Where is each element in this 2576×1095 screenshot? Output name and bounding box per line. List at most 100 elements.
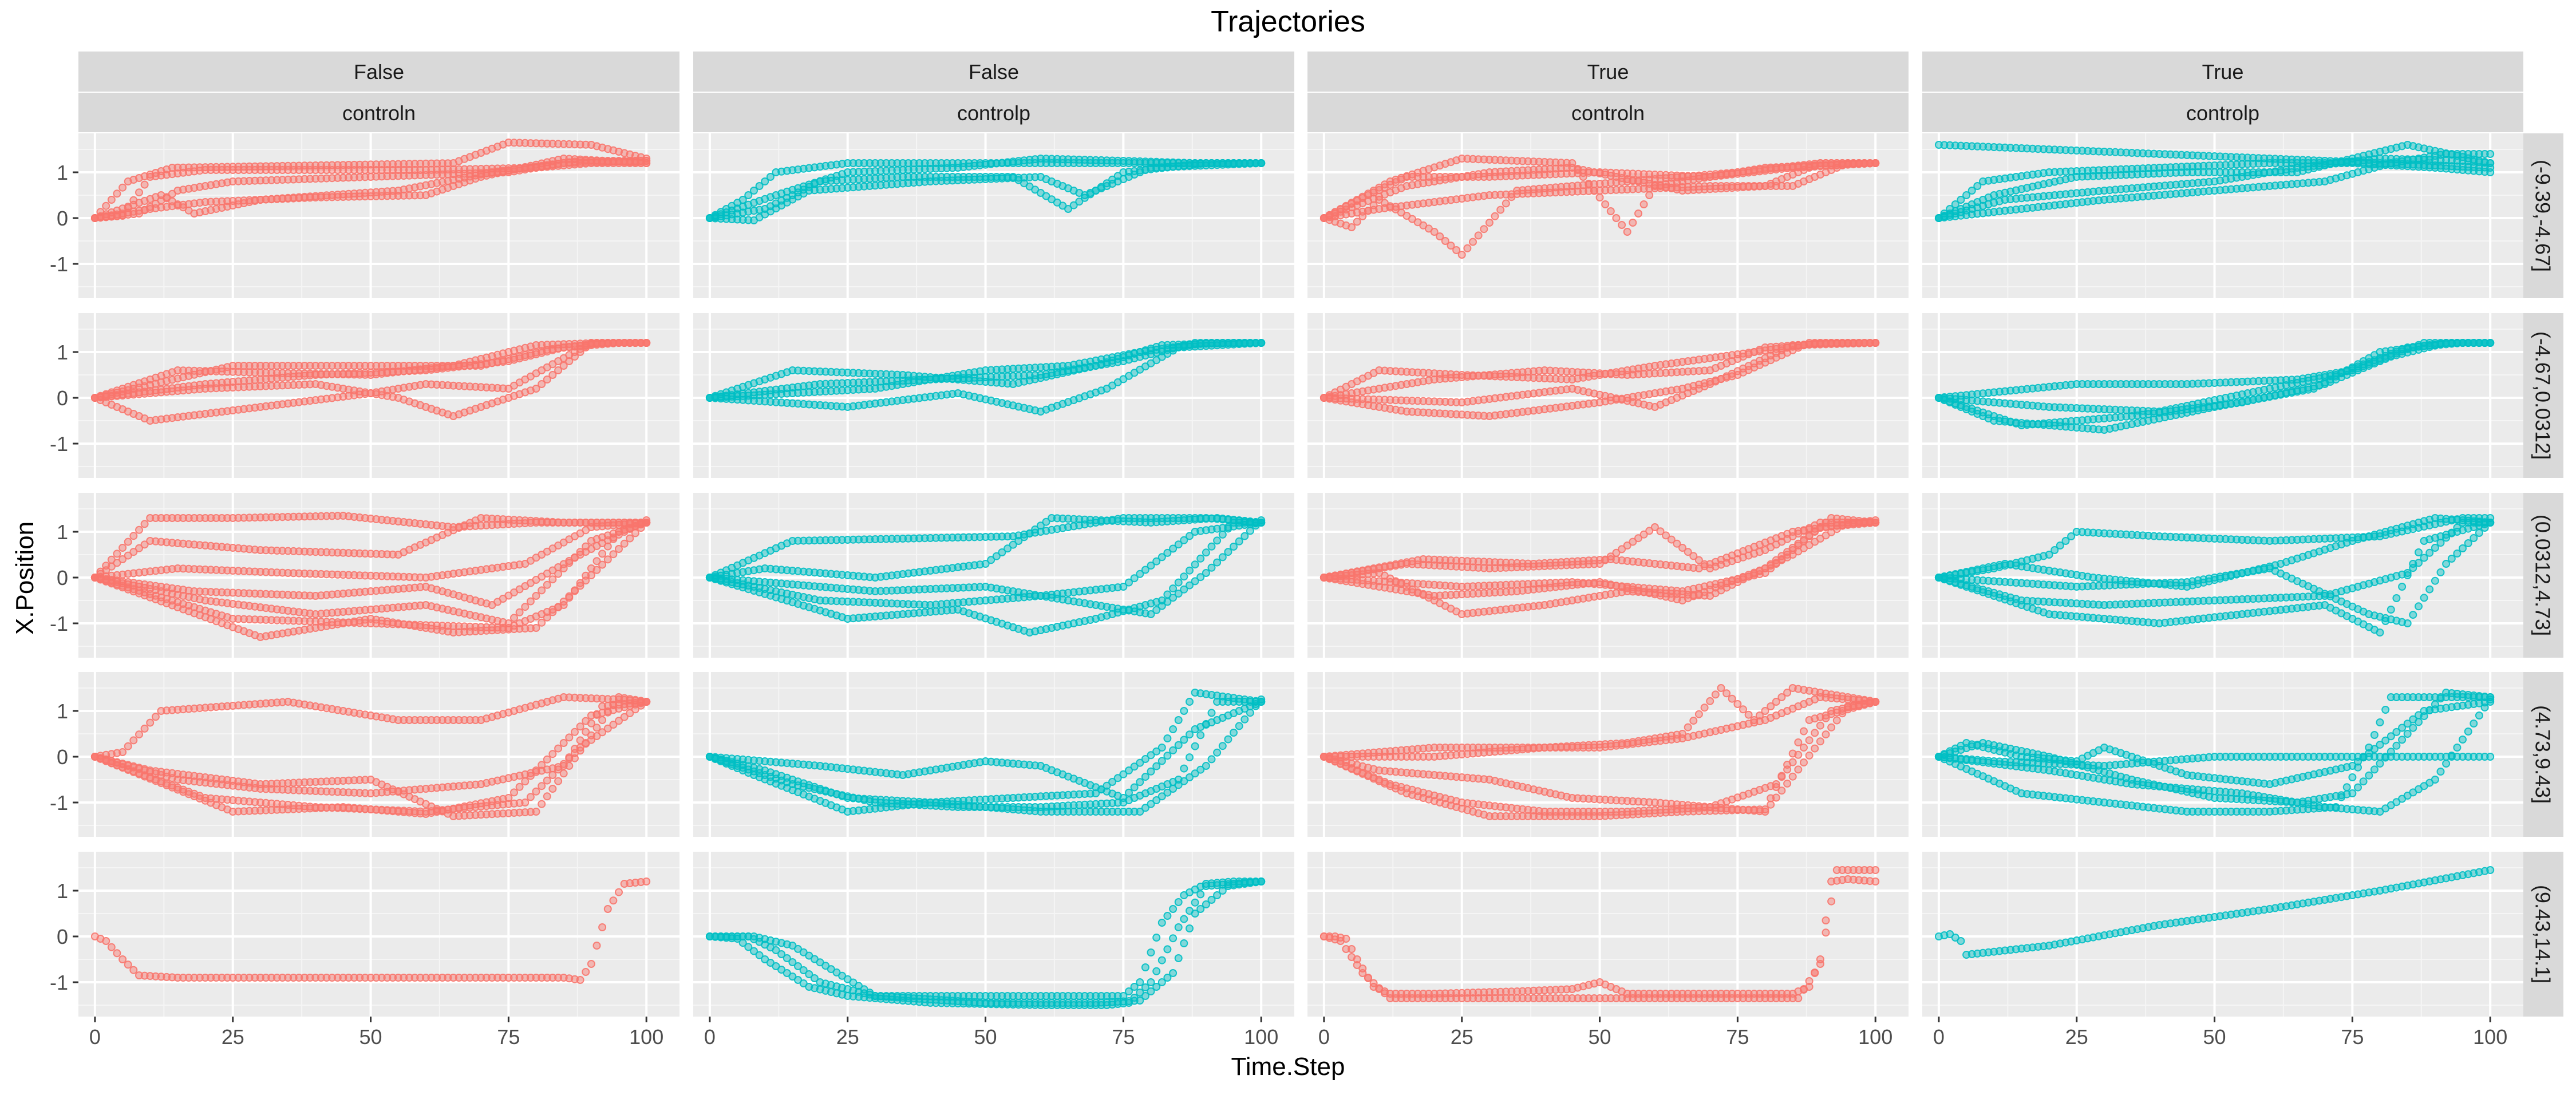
facet-panel <box>78 313 679 478</box>
facet-panel <box>78 493 679 658</box>
row-strip-label: (-9.39,-4.67] <box>2531 160 2555 272</box>
data-point <box>102 203 109 209</box>
data-point <box>533 624 540 631</box>
data-point <box>141 181 148 188</box>
data-point <box>1585 180 1592 187</box>
data-point <box>527 598 534 605</box>
chart-title: Trajectories <box>1211 5 1365 38</box>
data-point <box>1480 226 1487 232</box>
data-point <box>1613 215 1619 222</box>
facet-panel <box>1922 133 2523 298</box>
data-point <box>566 593 572 600</box>
data-point <box>621 540 628 547</box>
data-point <box>605 556 611 563</box>
data-point <box>1197 555 1204 562</box>
data-point <box>549 576 556 583</box>
facet-panel <box>1307 133 1909 298</box>
data-point <box>1180 573 1187 580</box>
data-point <box>1503 200 1510 207</box>
data-point <box>643 339 650 346</box>
y-tick-label: -1 <box>50 432 68 456</box>
facet-panel <box>693 313 1294 478</box>
data-point <box>638 524 645 531</box>
column-strip-top-label: False <box>969 60 1019 84</box>
data-point <box>610 551 617 558</box>
data-point <box>643 519 650 526</box>
data-point <box>1170 585 1176 592</box>
x-axis-label: Time.Step <box>1231 1053 1345 1081</box>
facet-grid: FalsecontrolnFalsecontrolpTruecontrolnTr… <box>50 52 2563 1049</box>
data-point <box>1580 173 1587 180</box>
data-point <box>577 582 584 589</box>
data-point <box>141 520 148 527</box>
data-point <box>1258 339 1265 346</box>
column-strip-bottom-label: controlp <box>957 101 1030 125</box>
data-point <box>1629 219 1636 226</box>
data-point <box>136 527 143 533</box>
data-point <box>113 190 120 197</box>
data-point <box>599 562 606 568</box>
y-tick-label: -1 <box>50 612 68 635</box>
row-strip-label: (0.0312,4.73] <box>2531 515 2555 636</box>
data-point <box>1646 192 1653 199</box>
data-point <box>632 529 639 536</box>
data-point <box>1607 208 1614 215</box>
data-point <box>643 155 650 162</box>
data-point <box>1492 213 1499 220</box>
y-axis-label: X.Position <box>11 521 39 635</box>
column-strip-top-label: True <box>1587 60 1629 84</box>
panel-background <box>693 133 1294 298</box>
column-strip-top-label: False <box>354 60 404 84</box>
facet-panel <box>693 133 1294 298</box>
data-point <box>119 184 126 191</box>
data-point <box>516 609 523 616</box>
data-point <box>119 544 126 551</box>
y-tick-label: -1 <box>50 252 68 276</box>
data-point <box>594 567 600 574</box>
row-strip-label: (9.43,14.1] <box>2531 885 2555 983</box>
y-tick-label: 0 <box>57 207 68 230</box>
y-tick-label: 0 <box>57 566 68 590</box>
data-point <box>2487 339 2494 346</box>
data-point <box>1872 339 1879 346</box>
data-point <box>130 532 137 539</box>
data-point <box>1635 210 1642 217</box>
data-point <box>1486 219 1493 226</box>
data-point <box>538 619 545 626</box>
data-point <box>1208 543 1215 550</box>
data-point <box>1186 567 1193 574</box>
y-tick-label: 1 <box>57 161 68 184</box>
data-point <box>1872 160 1879 167</box>
facet-panel <box>1307 313 1909 478</box>
data-point <box>1203 549 1210 556</box>
data-point <box>1624 228 1631 235</box>
panel-background <box>1307 133 1909 298</box>
data-point <box>108 196 115 203</box>
data-point <box>1641 201 1647 208</box>
data-point <box>125 539 132 545</box>
column-strip-bottom-label: controln <box>1571 101 1645 125</box>
y-tick-label: 1 <box>57 520 68 544</box>
data-point <box>113 550 120 557</box>
facet-panel <box>1922 313 2523 478</box>
data-point <box>92 215 98 222</box>
data-point <box>599 550 606 557</box>
data-point <box>2487 169 2494 176</box>
data-point <box>582 577 589 584</box>
y-tick-label: 1 <box>57 341 68 364</box>
data-point <box>549 608 556 615</box>
facet-panel <box>78 133 679 298</box>
data-point <box>544 582 551 588</box>
row-strip-label: (-4.67,0.0312] <box>2531 331 2555 460</box>
data-point <box>1602 201 1609 208</box>
column-strip-top-label: True <box>2202 60 2244 84</box>
data-point <box>511 614 517 621</box>
data-point <box>1618 222 1625 228</box>
data-point <box>1175 579 1182 586</box>
y-tick-label: 0 <box>57 386 68 410</box>
data-point <box>1597 194 1603 201</box>
data-point <box>1224 525 1231 532</box>
data-point <box>544 614 551 621</box>
data-point <box>521 603 528 610</box>
